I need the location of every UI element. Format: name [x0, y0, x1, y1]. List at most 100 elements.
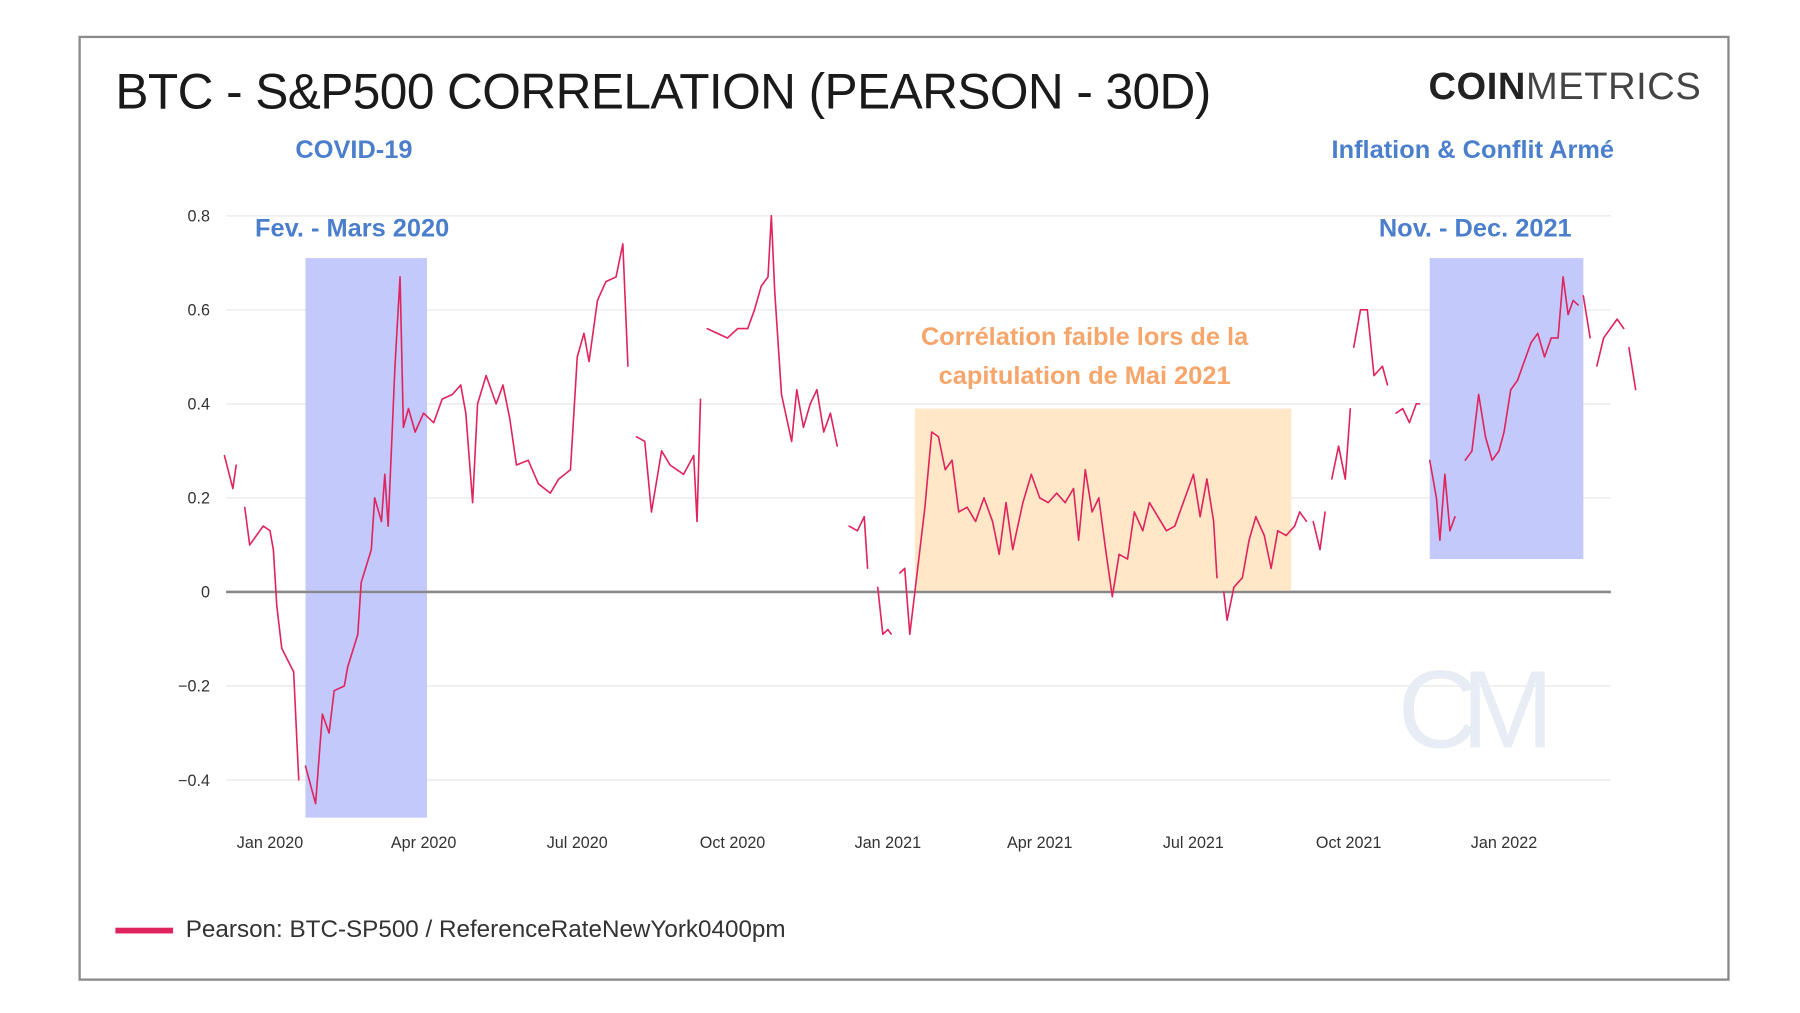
data-point	[360, 581, 362, 584]
data-point	[696, 520, 698, 523]
data-point	[1331, 478, 1333, 480]
data-point	[917, 563, 919, 565]
data-point	[866, 567, 869, 570]
data-point	[1233, 586, 1235, 588]
data-point	[441, 398, 443, 400]
data-point	[966, 506, 968, 508]
data-point	[1293, 525, 1296, 527]
data-point	[1449, 530, 1451, 532]
data-point	[1084, 468, 1087, 471]
data-point	[1498, 450, 1500, 452]
y-tick-label: −0.2	[178, 678, 210, 696]
data-point	[1634, 389, 1637, 391]
data-point	[770, 215, 773, 217]
data-point	[576, 356, 578, 358]
data-point	[1104, 548, 1107, 551]
data-point	[760, 285, 762, 287]
data-point	[1192, 473, 1195, 476]
data-point	[1628, 346, 1630, 349]
data-point	[1567, 313, 1569, 316]
data-point	[1589, 337, 1591, 339]
data-point	[863, 516, 865, 518]
data-point	[1299, 511, 1301, 513]
data-point	[622, 243, 624, 245]
x-tick-label: Apr 2021	[1007, 834, 1073, 852]
data-point	[1344, 478, 1347, 480]
data-point	[1241, 577, 1244, 579]
data-point	[321, 713, 324, 715]
data-point	[422, 412, 425, 414]
data-point	[1206, 478, 1208, 480]
data-point	[304, 765, 307, 767]
x-tick-label: Jan 2021	[855, 834, 921, 852]
data-point	[509, 417, 511, 419]
data-point	[1484, 436, 1487, 438]
data-point	[693, 454, 695, 457]
data-point	[669, 464, 671, 466]
annotation-covid-period: Fev. - Mars 2020	[255, 213, 450, 243]
data-point	[1395, 412, 1397, 414]
data-point	[1510, 389, 1512, 391]
data-point	[882, 633, 884, 635]
annotation-weak-line1: Corrélation faible lors de la	[920, 321, 1249, 351]
highlight-region-orange	[914, 408, 1292, 592]
data-point	[944, 468, 946, 471]
legend[interactable]: Pearson: BTC-SP500 / ReferenceRateNewYor…	[115, 916, 786, 944]
highlight-region-blue	[1429, 258, 1584, 560]
data-point	[583, 332, 585, 335]
data-point	[816, 389, 818, 391]
data-point	[747, 327, 749, 330]
data-point	[1366, 309, 1368, 311]
data-point	[1562, 276, 1564, 278]
data-point	[451, 393, 454, 396]
data-point	[460, 384, 462, 386]
x-tick-label: Oct 2020	[700, 834, 766, 852]
data-point	[1543, 356, 1546, 358]
data-point	[802, 426, 805, 429]
data-point	[1226, 619, 1228, 621]
data-point	[877, 586, 879, 588]
data-point	[1077, 539, 1080, 541]
y-tick-label: 0.4	[188, 396, 210, 414]
data-point	[1609, 327, 1612, 330]
data-point	[887, 628, 889, 631]
x-tick-label: Jul 2020	[547, 834, 608, 852]
data-point	[465, 412, 467, 414]
data-point	[502, 384, 504, 386]
data-point	[1199, 516, 1201, 518]
data-point	[1039, 497, 1041, 499]
data-point	[1126, 558, 1129, 560]
data-point	[1602, 337, 1605, 339]
data-point	[1435, 497, 1438, 499]
data-point	[1270, 567, 1272, 570]
data-point	[1359, 309, 1362, 311]
annotation-weak-line2: capitulation de Mai 2021	[938, 361, 1231, 391]
data-point	[1530, 342, 1532, 344]
data-point	[1415, 403, 1417, 405]
data-point	[856, 530, 859, 532]
annotation-inflation-period: Nov. - Dec. 2021	[1378, 213, 1572, 243]
data-point	[1402, 407, 1404, 410]
data-point	[328, 732, 330, 734]
data-point	[370, 548, 372, 551]
y-tick-label: 0.6	[188, 302, 210, 320]
data-point	[515, 464, 518, 466]
data-point	[1305, 520, 1308, 523]
data-point	[780, 393, 783, 396]
data-point	[1182, 501, 1184, 504]
data-point	[1386, 384, 1389, 386]
data-point	[1216, 577, 1218, 579]
data-point	[537, 483, 540, 485]
data-point	[635, 436, 638, 438]
data-point	[1429, 459, 1431, 461]
data-point	[1623, 327, 1625, 330]
y-tick-label: 0.2	[188, 490, 210, 508]
data-point	[394, 365, 396, 367]
data-point	[1353, 346, 1355, 349]
data-point	[931, 431, 933, 433]
data-point	[660, 450, 663, 452]
data-point	[767, 276, 769, 278]
legend-swatch	[115, 927, 174, 933]
chart-frame	[78, 35, 1730, 981]
